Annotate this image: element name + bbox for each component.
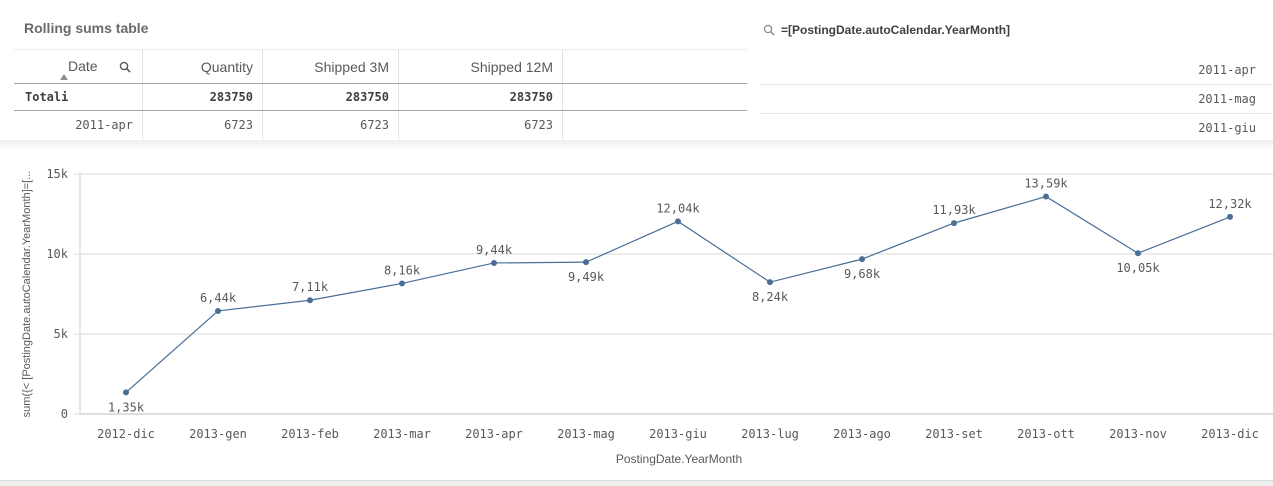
x-tick-label: 2012-dic: [97, 427, 155, 441]
sort-asc-icon[interactable]: [60, 74, 68, 80]
data-label: 10,05k: [1116, 261, 1160, 275]
table-title: Rolling sums table: [24, 20, 149, 36]
data-point: [1135, 250, 1141, 257]
filter-pane-title[interactable]: =[PostingDate.autoCalendar.YearMonth]: [763, 23, 1010, 37]
data-point: [123, 389, 129, 396]
x-tick-label: 2013-apr: [465, 427, 523, 441]
filter-list[interactable]: 2011-apr 2011-mag 2011-giu: [759, 56, 1273, 143]
data-point: [307, 297, 313, 304]
x-tick-label: 2013-mar: [373, 427, 431, 441]
data-label: 1,35k: [108, 400, 145, 414]
line-chart[interactable]: 0 5k 10k 15k 2012-dic 2013-gen 2013-feb 2013-ma…: [0, 150, 1273, 480]
data-label: 12,32k: [1208, 197, 1252, 211]
data-point: [1227, 213, 1233, 220]
totals-shipped-12m: 283750: [399, 84, 563, 110]
section-divider: [0, 140, 1273, 150]
data-point: [399, 280, 405, 287]
data-label: 8,16k: [384, 263, 421, 277]
date-column-header[interactable]: Date: [14, 50, 143, 83]
data-point: [675, 218, 681, 225]
list-item[interactable]: 2011-giu: [759, 114, 1273, 143]
x-tick-label: 2013-ago: [833, 427, 891, 441]
data-label: 9,49k: [568, 270, 605, 284]
x-tick-label: 2013-nov: [1109, 427, 1167, 441]
row-shipped-12m: 6723: [399, 111, 563, 139]
quantity-column-header[interactable]: Quantity: [143, 50, 263, 83]
search-icon[interactable]: [763, 24, 775, 36]
table-row[interactable]: 2011-apr 6723 6723 6723: [14, 111, 747, 139]
y-tick-label: 15k: [46, 167, 68, 181]
x-tick-label: 2013-ott: [1017, 427, 1075, 441]
data-point: [491, 259, 497, 266]
y-tick-label: 10k: [46, 247, 68, 261]
data-point: [215, 307, 221, 314]
totals-quantity: 283750: [143, 84, 263, 110]
shipped-3m-header-label: Shipped 3M: [314, 58, 389, 75]
data-label: 13,59k: [1024, 177, 1068, 191]
data-label: 6,44k: [200, 291, 237, 305]
x-tick-label: 2013-gen: [189, 427, 247, 441]
row-quantity: 6723: [143, 111, 263, 139]
data-point: [859, 256, 865, 263]
shipped-12m-header-label: Shipped 12M: [470, 58, 553, 75]
x-tick-label: 2013-lug: [741, 427, 799, 441]
shipped-12m-column-header[interactable]: Shipped 12M: [399, 50, 563, 83]
y-axis-title: sum({< [PostingDate.autoCalendar.YearMon…: [21, 171, 33, 418]
x-tick-label: 2013-giu: [649, 427, 707, 441]
x-axis-title: PostingDate.YearMonth: [616, 452, 742, 466]
data-label: 11,93k: [932, 203, 976, 217]
rolling-sums-table: Date Quantity Shipped 3M Shipped 12M Tot…: [14, 49, 747, 140]
data-label: 9,44k: [476, 243, 513, 257]
totals-label: Totali: [14, 84, 143, 110]
list-item[interactable]: 2011-apr: [759, 56, 1273, 85]
list-item[interactable]: 2011-mag: [759, 85, 1273, 114]
data-point: [1043, 193, 1049, 200]
data-label: 12,04k: [656, 201, 700, 215]
x-tick-label: 2013-dic: [1201, 427, 1259, 441]
row-shipped-3m: 6723: [263, 111, 399, 139]
data-point: [583, 259, 589, 266]
y-tick-label: 0: [61, 407, 68, 421]
series-line: [125, 195, 1231, 393]
data-label: 9,68k: [844, 267, 881, 281]
row-date[interactable]: 2011-apr: [14, 111, 143, 139]
totals-shipped-3m: 283750: [263, 84, 399, 110]
date-header-label: Date: [68, 58, 98, 74]
bottom-scrollbar: [0, 480, 1273, 486]
quantity-header-label: Quantity: [200, 58, 253, 75]
shipped-3m-column-header[interactable]: Shipped 3M: [263, 50, 399, 83]
table-header-row: Date Quantity Shipped 3M Shipped 12M: [14, 50, 747, 84]
x-tick-label: 2013-set: [925, 427, 983, 441]
data-point: [767, 279, 773, 286]
y-tick-label: 5k: [54, 327, 69, 341]
magnifier-icon[interactable]: [119, 61, 131, 73]
data-label: 7,11k: [292, 280, 329, 294]
data-point: [951, 220, 957, 227]
x-tick-label: 2013-mag: [557, 427, 615, 441]
table-totals-row: Totali 283750 283750 283750: [14, 84, 747, 111]
filter-field-label: =[PostingDate.autoCalendar.YearMonth]: [781, 23, 1011, 37]
x-tick-label: 2013-feb: [281, 427, 339, 441]
data-label: 8,24k: [752, 290, 789, 304]
